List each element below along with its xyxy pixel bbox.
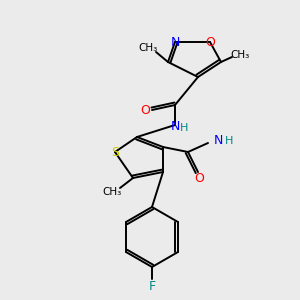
Text: N: N — [170, 121, 180, 134]
Text: O: O — [140, 103, 150, 116]
Text: H: H — [225, 136, 233, 146]
Text: O: O — [205, 35, 215, 49]
Text: CH₃: CH₃ — [102, 187, 122, 197]
Text: F: F — [148, 280, 156, 292]
Text: N: N — [214, 134, 224, 148]
Text: H: H — [180, 123, 188, 133]
Text: O: O — [194, 172, 204, 185]
Text: CH₃: CH₃ — [138, 43, 158, 53]
Text: N: N — [170, 35, 180, 49]
Text: S: S — [111, 146, 119, 158]
Text: CH₃: CH₃ — [230, 50, 250, 60]
